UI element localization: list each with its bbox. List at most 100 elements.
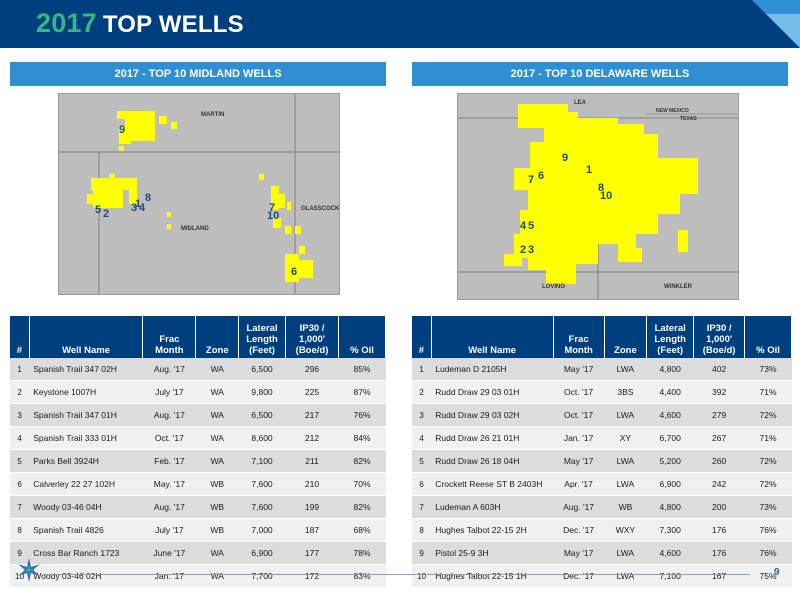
cell-row-index: 7 <box>10 495 30 519</box>
midland-section-title: 2017 - TOP 10 MIDLAND WELLS <box>10 62 386 86</box>
map-label-martin: MARTIN <box>201 112 225 118</box>
map-marker: 2 <box>520 244 527 256</box>
cell-lateral-length: 6,900 <box>238 541 286 565</box>
cell-frac-month: Jan. '17 <box>553 426 605 450</box>
cell-oil-pct: 71% <box>744 380 792 404</box>
col-header-index: # <box>412 316 432 358</box>
table-row: 2 Rudd Draw 29 03 01H Oct. '17 3BS 4,400 392 7… <box>412 380 792 404</box>
cell-row-index: 2 <box>412 380 432 404</box>
cell-zone: LWA <box>604 403 647 427</box>
table-header-row: # Well Name Frac Month Zone Lateral Leng… <box>10 316 386 358</box>
cell-row-index: 4 <box>10 426 30 450</box>
cell-row-index: 1 <box>10 358 30 381</box>
cell-oil-pct: 72% <box>744 403 792 427</box>
cell-well-name: Ludeman D 2105H <box>431 358 554 381</box>
cell-zone: WB <box>195 472 239 496</box>
cell-zone: WA <box>195 564 239 588</box>
table-row: 9 Cross Bar Ranch 1723 June '17 WA 6,900 177 7… <box>10 541 386 565</box>
cell-lateral-length: 4,600 <box>646 403 694 427</box>
table-row: 8 Spanish Trail 4826 July '17 WB 7,000 187 68% <box>10 518 386 542</box>
cell-ip30: 210 <box>285 472 339 496</box>
table-row: 6 Crockett Reese ST B 2403H Apr. '17 LWA 6,9… <box>412 472 792 496</box>
delaware-section: 2017 - TOP 10 DELAWARE WELLS <box>412 62 788 86</box>
table-row: 5 Rudd Draw 26 18 04H May '17 LWA 5,200 260 72… <box>412 449 792 473</box>
cell-row-index: 5 <box>10 449 30 473</box>
table-row: 4 Rudd Draw 26 21 01H Jan. '17 XY 6,700 267 71… <box>412 426 792 450</box>
cell-well-name: Calverley 22 27 102H <box>29 472 143 496</box>
map-marker: 10 <box>267 210 280 222</box>
cell-well-name: Crockett Reese ST B 2403H <box>431 472 554 496</box>
cell-oil-pct: 84% <box>338 426 386 450</box>
cell-frac-month: Dec. '17 <box>553 564 605 588</box>
cell-row-index: 7 <box>412 495 432 519</box>
cell-lateral-length: 6,700 <box>646 426 694 450</box>
map-marker: 9 <box>562 152 569 164</box>
col-header-zone: Zone <box>195 316 240 358</box>
cell-lateral-length: 7,100 <box>646 564 694 588</box>
map-marker: 5 <box>528 220 535 232</box>
cell-zone: LWA <box>604 358 647 381</box>
table-row: 5 Parks Bell 3924H Feb. '17 WA 7,100 211 82% <box>10 449 386 473</box>
cell-oil-pct: 72% <box>744 449 792 473</box>
cell-lateral-length: 6,900 <box>646 472 694 496</box>
cell-lateral-length: 4,800 <box>646 358 694 381</box>
cell-oil-pct: 73% <box>744 358 792 381</box>
cell-oil-pct: 76% <box>744 518 792 542</box>
map-marker: 10 <box>600 190 613 202</box>
cell-zone: LWA <box>604 449 647 473</box>
cell-ip30: 242 <box>693 472 745 496</box>
cell-oil-pct: 71% <box>744 426 792 450</box>
cell-lateral-length: 9,800 <box>238 380 286 404</box>
map-marker: 4 <box>520 220 527 232</box>
page-title: 2017 TOP WELLS <box>36 8 244 39</box>
cell-frac-month: June '17 <box>142 541 196 565</box>
table-row: 1 Spanish Trail 347 02H Aug. '17 WA 6,500 296… <box>10 358 386 381</box>
cell-ip30: 177 <box>285 541 339 565</box>
col-header-oil-pct: % Oil <box>744 316 792 358</box>
cell-ip30: 225 <box>285 380 339 404</box>
midland-wells-table: # Well Name Frac Month Zone Lateral Leng… <box>10 316 386 588</box>
cell-oil-pct: 87% <box>338 380 386 404</box>
cell-row-index: 2 <box>10 380 30 404</box>
map-marker: 8 <box>598 182 605 194</box>
cell-oil-pct: 78% <box>338 541 386 565</box>
cell-zone: WA <box>195 380 239 404</box>
cell-frac-month: May '17 <box>553 358 605 381</box>
cell-ip30: 402 <box>693 358 745 381</box>
delaware-section-title: 2017 - TOP 10 DELAWARE WELLS <box>412 62 788 86</box>
cell-row-index: 9 <box>10 541 30 565</box>
delaware-wells-table: # Well Name Frac Month Zone Lateral Leng… <box>412 316 792 588</box>
map-marker: 6 <box>291 266 298 278</box>
map-label-texas: TEXAS <box>680 116 697 122</box>
cell-ip30: 199 <box>285 495 339 519</box>
cell-oil-pct: 73% <box>744 495 792 519</box>
map-label-loving: LOVING <box>542 284 566 290</box>
cell-lateral-length: 7,600 <box>238 472 286 496</box>
col-header-frac-month: Frac Month <box>553 316 605 358</box>
cell-zone: 3BS <box>604 380 647 404</box>
cell-frac-month: May '17 <box>553 449 605 473</box>
cell-frac-month: Dec. '17 <box>553 518 605 542</box>
cell-frac-month: Aug. '17 <box>553 495 605 519</box>
page-number: 9 <box>774 567 780 578</box>
cell-ip30: 212 <box>285 426 339 450</box>
title-text: TOP WELLS <box>102 11 244 38</box>
table-row: 1 Ludeman D 2105H May '17 LWA 4,800 402 73% <box>412 358 792 381</box>
cell-zone: LWA <box>604 541 647 565</box>
cell-oil-pct: 82% <box>338 449 386 473</box>
map-marker: 8 <box>145 192 152 204</box>
table-row: 10 Woody 03-46 02H Jan. '17 WA 7,700 172 83% <box>10 564 386 588</box>
cell-well-name: Hughes Talbot 22-15 1H <box>431 564 554 588</box>
cell-lateral-length: 6,500 <box>238 403 286 427</box>
col-header-lateral-length: Lateral Length (Feet) <box>646 316 695 358</box>
map-marker: 2 <box>103 208 110 220</box>
cell-frac-month: Apr. '17 <box>553 472 605 496</box>
cell-ip30: 296 <box>285 358 339 381</box>
cell-zone: WA <box>195 541 239 565</box>
cell-lateral-length: 7,100 <box>238 449 286 473</box>
cell-zone: WA <box>195 358 239 381</box>
delaware-map-graphic <box>458 104 738 299</box>
cell-frac-month: Oct. '17 <box>142 426 196 450</box>
header-corner-accent-light <box>766 14 800 48</box>
cell-frac-month: Aug. '17 <box>142 403 196 427</box>
